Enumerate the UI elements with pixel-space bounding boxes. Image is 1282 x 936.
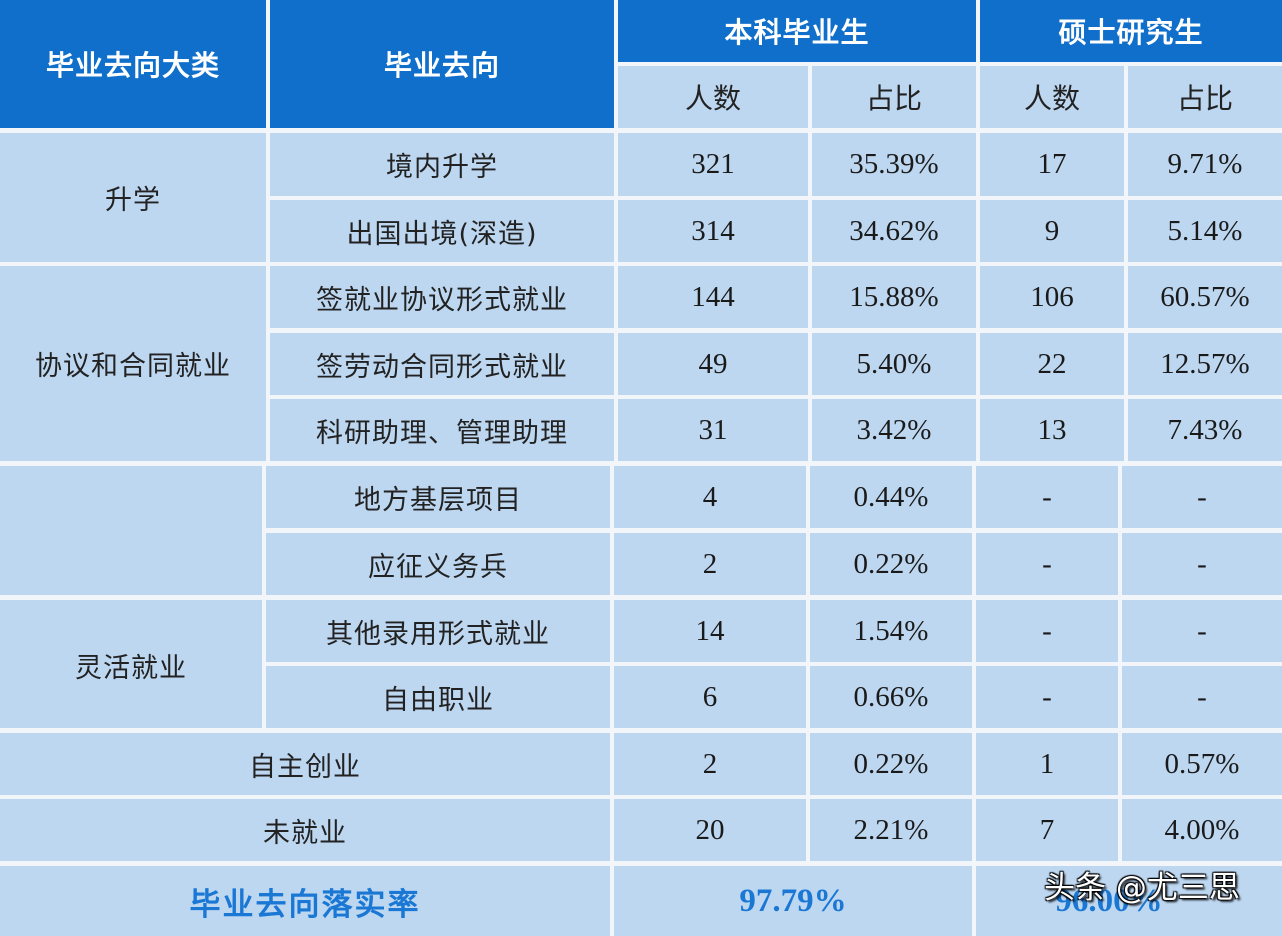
- row-undergrad-count: 144: [618, 266, 808, 328]
- header-undergrad-pct: 占比: [812, 66, 976, 128]
- category-flexible-employment: 灵活就业: [0, 600, 262, 728]
- row-master-count: 106: [980, 266, 1124, 328]
- category-further-study: 升学: [0, 133, 266, 262]
- row-master-count: 17: [980, 133, 1124, 196]
- row-master-pct: 60.57%: [1128, 266, 1282, 328]
- row-master-count: -: [976, 533, 1118, 595]
- row-undergrad-count: 314: [618, 200, 808, 262]
- row-destination: 签劳动合同形式就业: [270, 333, 614, 395]
- row-undergrad-count: 31: [618, 399, 808, 461]
- row-destination-merged: 未就业: [0, 799, 610, 861]
- row-undergrad-pct: 0.66%: [810, 666, 972, 728]
- category-contract-employment: 协议和合同就业: [0, 266, 266, 461]
- watermark: 头条 @尤三思: [1044, 870, 1240, 906]
- row-destination: 出国出境(深造): [270, 200, 614, 262]
- header-master-pct: 占比: [1128, 66, 1282, 128]
- header-undergrad-group: 本科毕业生: [618, 0, 976, 62]
- row-undergrad-count: 14: [614, 600, 806, 662]
- row-undergrad-count: 49: [618, 333, 808, 395]
- row-undergrad-count: 321: [618, 133, 808, 196]
- row-master-pct: -: [1122, 466, 1282, 528]
- row-master-count: -: [976, 466, 1118, 528]
- row-undergrad-count: 6: [614, 666, 806, 728]
- row-destination: 签就业协议形式就业: [270, 266, 614, 328]
- row-undergrad-pct: 2.21%: [810, 799, 972, 861]
- header-undergrad-count: 人数: [618, 66, 808, 128]
- row-master-pct: 5.14%: [1128, 200, 1282, 262]
- placement-rate-undergrad: 97.79%: [614, 866, 972, 936]
- row-undergrad-pct: 15.88%: [812, 266, 976, 328]
- row-master-count: 22: [980, 333, 1124, 395]
- row-undergrad-pct: 34.62%: [812, 200, 976, 262]
- row-undergrad-count: 2: [614, 533, 806, 595]
- row-master-count: -: [976, 600, 1118, 662]
- row-undergrad-pct: 1.54%: [810, 600, 972, 662]
- row-undergrad-pct: 35.39%: [812, 133, 976, 196]
- row-destination: 应征义务兵: [266, 533, 610, 595]
- row-destination-merged: 自主创业: [0, 733, 610, 795]
- row-master-pct: 12.57%: [1128, 333, 1282, 395]
- row-master-pct: -: [1122, 600, 1282, 662]
- row-master-count: -: [976, 666, 1118, 728]
- header-category: 毕业去向大类: [0, 0, 266, 128]
- row-master-pct: 7.43%: [1128, 399, 1282, 461]
- row-master-pct: 0.57%: [1122, 733, 1282, 795]
- row-undergrad-count: 4: [614, 466, 806, 528]
- row-master-count: 1: [976, 733, 1118, 795]
- placement-rate-label: 毕业去向落实率: [0, 866, 610, 936]
- row-undergrad-count: 20: [614, 799, 806, 861]
- row-master-pct: -: [1122, 533, 1282, 595]
- row-undergrad-pct: 0.44%: [810, 466, 972, 528]
- row-undergrad-pct: 0.22%: [810, 533, 972, 595]
- row-undergrad-pct: 3.42%: [812, 399, 976, 461]
- row-master-count: 13: [980, 399, 1124, 461]
- row-master-pct: 4.00%: [1122, 799, 1282, 861]
- row-master-pct: 9.71%: [1128, 133, 1282, 196]
- row-destination: 境内升学: [270, 133, 614, 196]
- header-master-count: 人数: [980, 66, 1124, 128]
- row-destination: 其他录用形式就业: [266, 600, 610, 662]
- row-destination: 地方基层项目: [266, 466, 610, 528]
- header-destination: 毕业去向: [270, 0, 614, 128]
- row-destination: 科研助理、管理助理: [270, 399, 614, 461]
- row-master-pct: -: [1122, 666, 1282, 728]
- row-destination: 自由职业: [266, 666, 610, 728]
- header-master-group: 硕士研究生: [980, 0, 1282, 62]
- row-undergrad-count: 2: [614, 733, 806, 795]
- row-undergrad-pct: 5.40%: [812, 333, 976, 395]
- row-master-count: 7: [976, 799, 1118, 861]
- row-master-count: 9: [980, 200, 1124, 262]
- row-undergrad-pct: 0.22%: [810, 733, 972, 795]
- placement-rate-master: 96.00%: [976, 866, 1282, 936]
- category-blank: [0, 466, 262, 595]
